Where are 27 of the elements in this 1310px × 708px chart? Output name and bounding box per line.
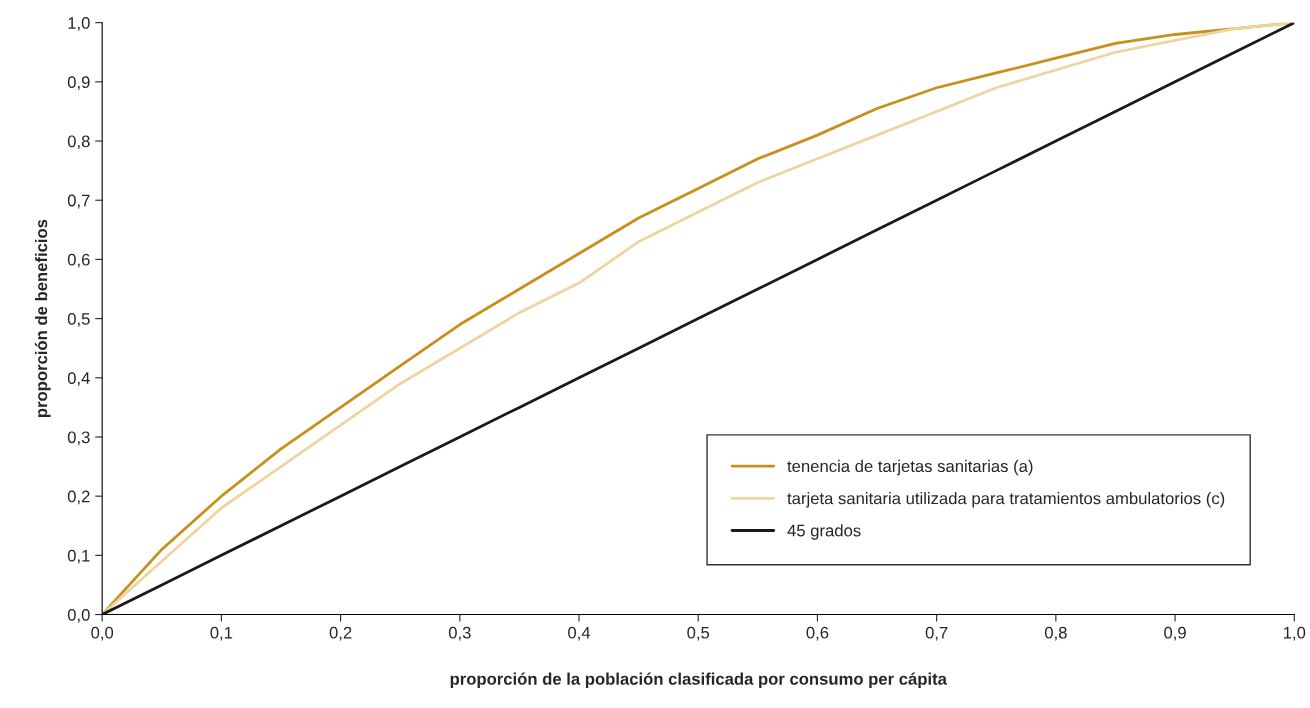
x-axis-title: proporción de la población clasificada por consumo per cápita — [450, 672, 948, 689]
x-tick-label: 0,2 — [329, 626, 352, 641]
y-tick-label: 0,4 — [67, 372, 90, 386]
x-tick-label: 0,0 — [91, 626, 114, 641]
y-tick-label: 0,7 — [67, 194, 90, 209]
legend-label: 45 grados — [787, 524, 861, 540]
x-tick-label: 0,6 — [806, 626, 829, 641]
y-tick-label: 0,8 — [67, 135, 90, 150]
y-tick-label: 0,9 — [67, 76, 90, 91]
x-tick-label: 0,1 — [210, 626, 233, 641]
y-tick-label: 1,0 — [68, 17, 90, 31]
x-tick-label: 0,3 — [448, 626, 471, 641]
x-tick-label: 0,5 — [687, 626, 710, 641]
x-tick-label: 0,8 — [1044, 626, 1067, 641]
y-tick-label: 0,0 — [67, 608, 90, 623]
x-tick-label: 0,4 — [568, 626, 591, 641]
y-tick-label: 0,2 — [67, 490, 90, 505]
x-tick-label: 0,9 — [1164, 626, 1186, 641]
y-axis-title: proporción de beneficios — [34, 219, 51, 418]
x-tick-label: 0,7 — [925, 626, 948, 641]
x-tick-label: 1,0 — [1283, 626, 1306, 641]
legend-label: tenencia de tarjetas sanitarias (a) — [787, 459, 1033, 476]
y-tick-label: 0,6 — [67, 253, 90, 268]
y-tick-label: 0,5 — [67, 313, 90, 327]
legend-label: tarjeta sanitaria utilizada para tratamientos ambulatorios (c) — [787, 492, 1225, 508]
y-tick-label: 0,1 — [67, 549, 90, 564]
y-tick-label: 0,3 — [67, 431, 90, 446]
